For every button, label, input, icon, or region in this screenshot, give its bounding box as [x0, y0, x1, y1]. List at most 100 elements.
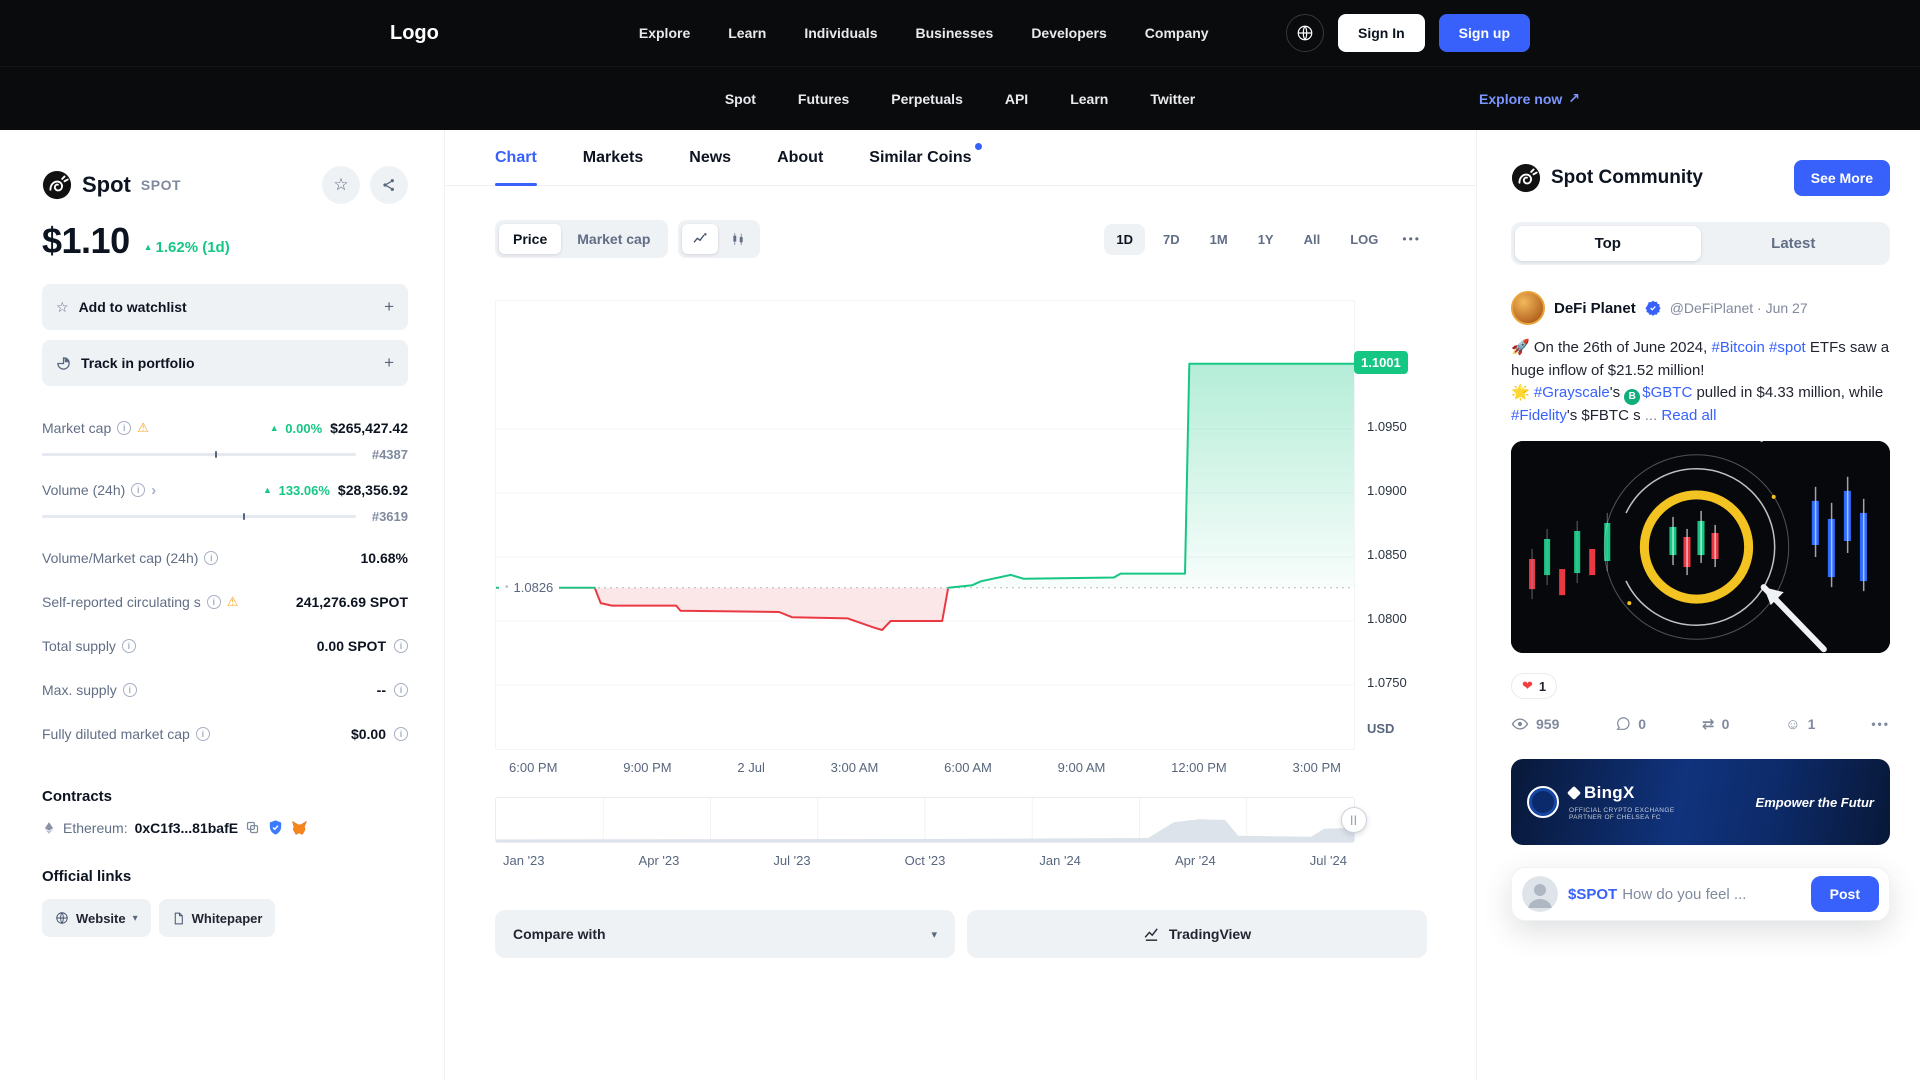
- info-icon[interactable]: i: [204, 551, 219, 565]
- user-avatar: [1522, 876, 1558, 912]
- info-icon[interactable]: i: [122, 683, 137, 697]
- subnav-perpetuals[interactable]: Perpetuals: [891, 90, 963, 107]
- website-link-button[interactable]: Website ▾: [42, 899, 151, 937]
- tab-news[interactable]: News: [689, 148, 732, 166]
- price-toggle-button[interactable]: Price: [499, 224, 562, 254]
- subnav-futures[interactable]: Futures: [797, 90, 850, 107]
- cashtag-link[interactable]: $GBTC: [1642, 384, 1693, 401]
- market-cap-rank-bar: [42, 451, 356, 458]
- candlestick-toggle-button[interactable]: [720, 224, 756, 254]
- range-all[interactable]: All: [1292, 224, 1333, 255]
- post-button[interactable]: Post: [1810, 876, 1879, 912]
- nav-company[interactable]: Company: [1144, 25, 1209, 41]
- chart-options-button[interactable]: •••: [1396, 224, 1427, 254]
- info-icon[interactable]: i: [206, 595, 221, 609]
- post-author-avatar[interactable]: [1511, 291, 1545, 325]
- like-reaction-pill[interactable]: ❤ 1: [1511, 673, 1558, 699]
- read-all-link[interactable]: Read all: [1661, 406, 1717, 424]
- nav-explore[interactable]: Explore: [638, 25, 691, 41]
- tab-about[interactable]: About: [777, 148, 824, 166]
- price-chart[interactable]: • 1.0826 1.1001 USD 1.0950 1.0900 1.0850 1.0…: [495, 300, 1427, 750]
- nav-individuals[interactable]: Individuals: [804, 25, 878, 41]
- x-axis-label: 3:00 AM: [830, 760, 879, 775]
- share-button[interactable]: [370, 166, 408, 204]
- compare-with-button[interactable]: Compare with ▾: [495, 910, 955, 958]
- language-globe-button[interactable]: [1286, 14, 1324, 52]
- post-body: 🚀 On the 26th of June 2024, #Bitcoin #sp…: [1511, 339, 1890, 424]
- warning-icon: ⚠: [226, 594, 239, 609]
- tab-latest[interactable]: Latest: [1771, 235, 1816, 252]
- stat-self-reported-supply: Self-reported circulating s i ⚠ 241,276.69…: [42, 594, 408, 610]
- timeline-label: Jan '23: [503, 853, 545, 868]
- comments-button[interactable]: 0: [1615, 716, 1646, 732]
- subnav-learn[interactable]: Learn: [1070, 90, 1109, 107]
- chelsea-crest-icon: [1527, 786, 1559, 818]
- trad ingview-button[interactable]: TradingView: [967, 910, 1427, 958]
- stat-volume-24h: Volume (24h) i › ▲ 133.06% $28,356.92 #361…: [42, 481, 408, 524]
- verified-badge-icon: [1645, 300, 1661, 316]
- nav-businesses[interactable]: Businesses: [915, 25, 994, 41]
- info-icon[interactable]: i: [131, 483, 146, 497]
- tab-top[interactable]: Top: [1515, 226, 1701, 261]
- range-1d[interactable]: 1D: [1104, 223, 1145, 255]
- timeline-label: Apr '23: [638, 853, 680, 868]
- contract-address[interactable]: 0xC1f3...81bafE: [134, 819, 239, 836]
- repost-button[interactable]: ⇄ 0: [1702, 716, 1730, 733]
- composer-input[interactable]: $SPOT How do you feel ...: [1568, 885, 1747, 903]
- hashtag-link[interactable]: #Grayscale: [1533, 384, 1610, 401]
- post-author-name[interactable]: DeFi Planet: [1554, 299, 1636, 317]
- up-triangle-icon: ▲: [263, 484, 272, 495]
- chevron-right-icon[interactable]: ›: [151, 481, 157, 499]
- hashtag-link[interactable]: #Fidelity: [1511, 406, 1567, 424]
- copy-icon[interactable]: [245, 820, 260, 835]
- hashtag-link[interactable]: #spot: [1769, 339, 1806, 356]
- see-more-button[interactable]: See More: [1793, 160, 1890, 196]
- coin-statistics: Market cap i ⚠ ▲ 0.00% $265,427.42 #4387 V…: [42, 412, 408, 756]
- info-icon[interactable]: i: [121, 639, 136, 653]
- line-chart-toggle-button[interactable]: [682, 224, 719, 254]
- timeline-drag-handle[interactable]: ||: [1341, 807, 1367, 833]
- whitepaper-link-button[interactable]: Whitepaper: [158, 899, 276, 937]
- subnav-twitter[interactable]: Twitter: [1150, 90, 1196, 107]
- community-logo-icon: [1511, 163, 1541, 193]
- tab-similar-coins[interactable]: Similar Coins: [869, 130, 982, 185]
- add-to-watchlist-button[interactable]: ☆ Add to watchlist +: [42, 284, 408, 330]
- market-cap-toggle-button[interactable]: Market cap: [563, 224, 664, 254]
- promo-banner[interactable]: BingX Official crypto exchange partner o…: [1511, 759, 1890, 845]
- track-in-portfolio-button[interactable]: Track in portfolio +: [42, 340, 408, 386]
- x-axis-label: 6:00 PM: [509, 760, 558, 775]
- info-icon[interactable]: i: [394, 639, 408, 653]
- watchlist-star-button[interactable]: ☆: [322, 166, 360, 204]
- nav-learn[interactable]: Learn: [728, 25, 767, 41]
- info-icon[interactable]: i: [195, 727, 210, 741]
- range-7d[interactable]: 7D: [1151, 224, 1192, 255]
- metamask-fox-icon[interactable]: [291, 819, 308, 836]
- top-navigation: Logo Explore Learn Individuals Businesse…: [0, 0, 1920, 66]
- post-image[interactable]: [1511, 441, 1890, 653]
- post-more-button[interactable]: •••: [1871, 717, 1890, 731]
- tab-markets[interactable]: Markets: [582, 148, 644, 166]
- explore-now-link[interactable]: Explore now ↗: [1479, 90, 1580, 107]
- chart-plot-area[interactable]: • 1.0826: [495, 300, 1355, 750]
- range-1m[interactable]: 1M: [1198, 224, 1240, 255]
- tab-chart[interactable]: Chart: [495, 130, 537, 186]
- globe-icon: [55, 911, 69, 925]
- info-icon[interactable]: i: [394, 683, 408, 697]
- subnav-api[interactable]: API: [1004, 90, 1029, 107]
- sign-up-button[interactable]: Sign up: [1438, 14, 1530, 52]
- subnav-spot[interactable]: Spot: [724, 90, 756, 107]
- timeline-minimap[interactable]: ||: [495, 797, 1367, 843]
- reaction-button[interactable]: ☺ 1: [1785, 715, 1816, 733]
- hashtag-link[interactable]: #Bitcoin: [1711, 339, 1765, 356]
- nav-developers[interactable]: Developers: [1031, 25, 1107, 41]
- verified-shield-icon[interactable]: [267, 819, 284, 836]
- x-axis-labels: 6:00 PM 9:00 PM 2 Jul 3:00 AM 6:00 AM 9:00 AM…: [495, 760, 1355, 775]
- chevron-down-icon: ▾: [931, 928, 937, 941]
- info-icon[interactable]: i: [394, 727, 408, 741]
- info-icon[interactable]: i: [117, 421, 132, 435]
- sign-in-button[interactable]: Sign In: [1338, 14, 1425, 52]
- portfolio-pie-icon: [56, 356, 71, 371]
- logo[interactable]: Logo: [390, 21, 439, 44]
- range-log[interactable]: LOG: [1338, 224, 1390, 255]
- range-1y[interactable]: 1Y: [1246, 224, 1286, 255]
